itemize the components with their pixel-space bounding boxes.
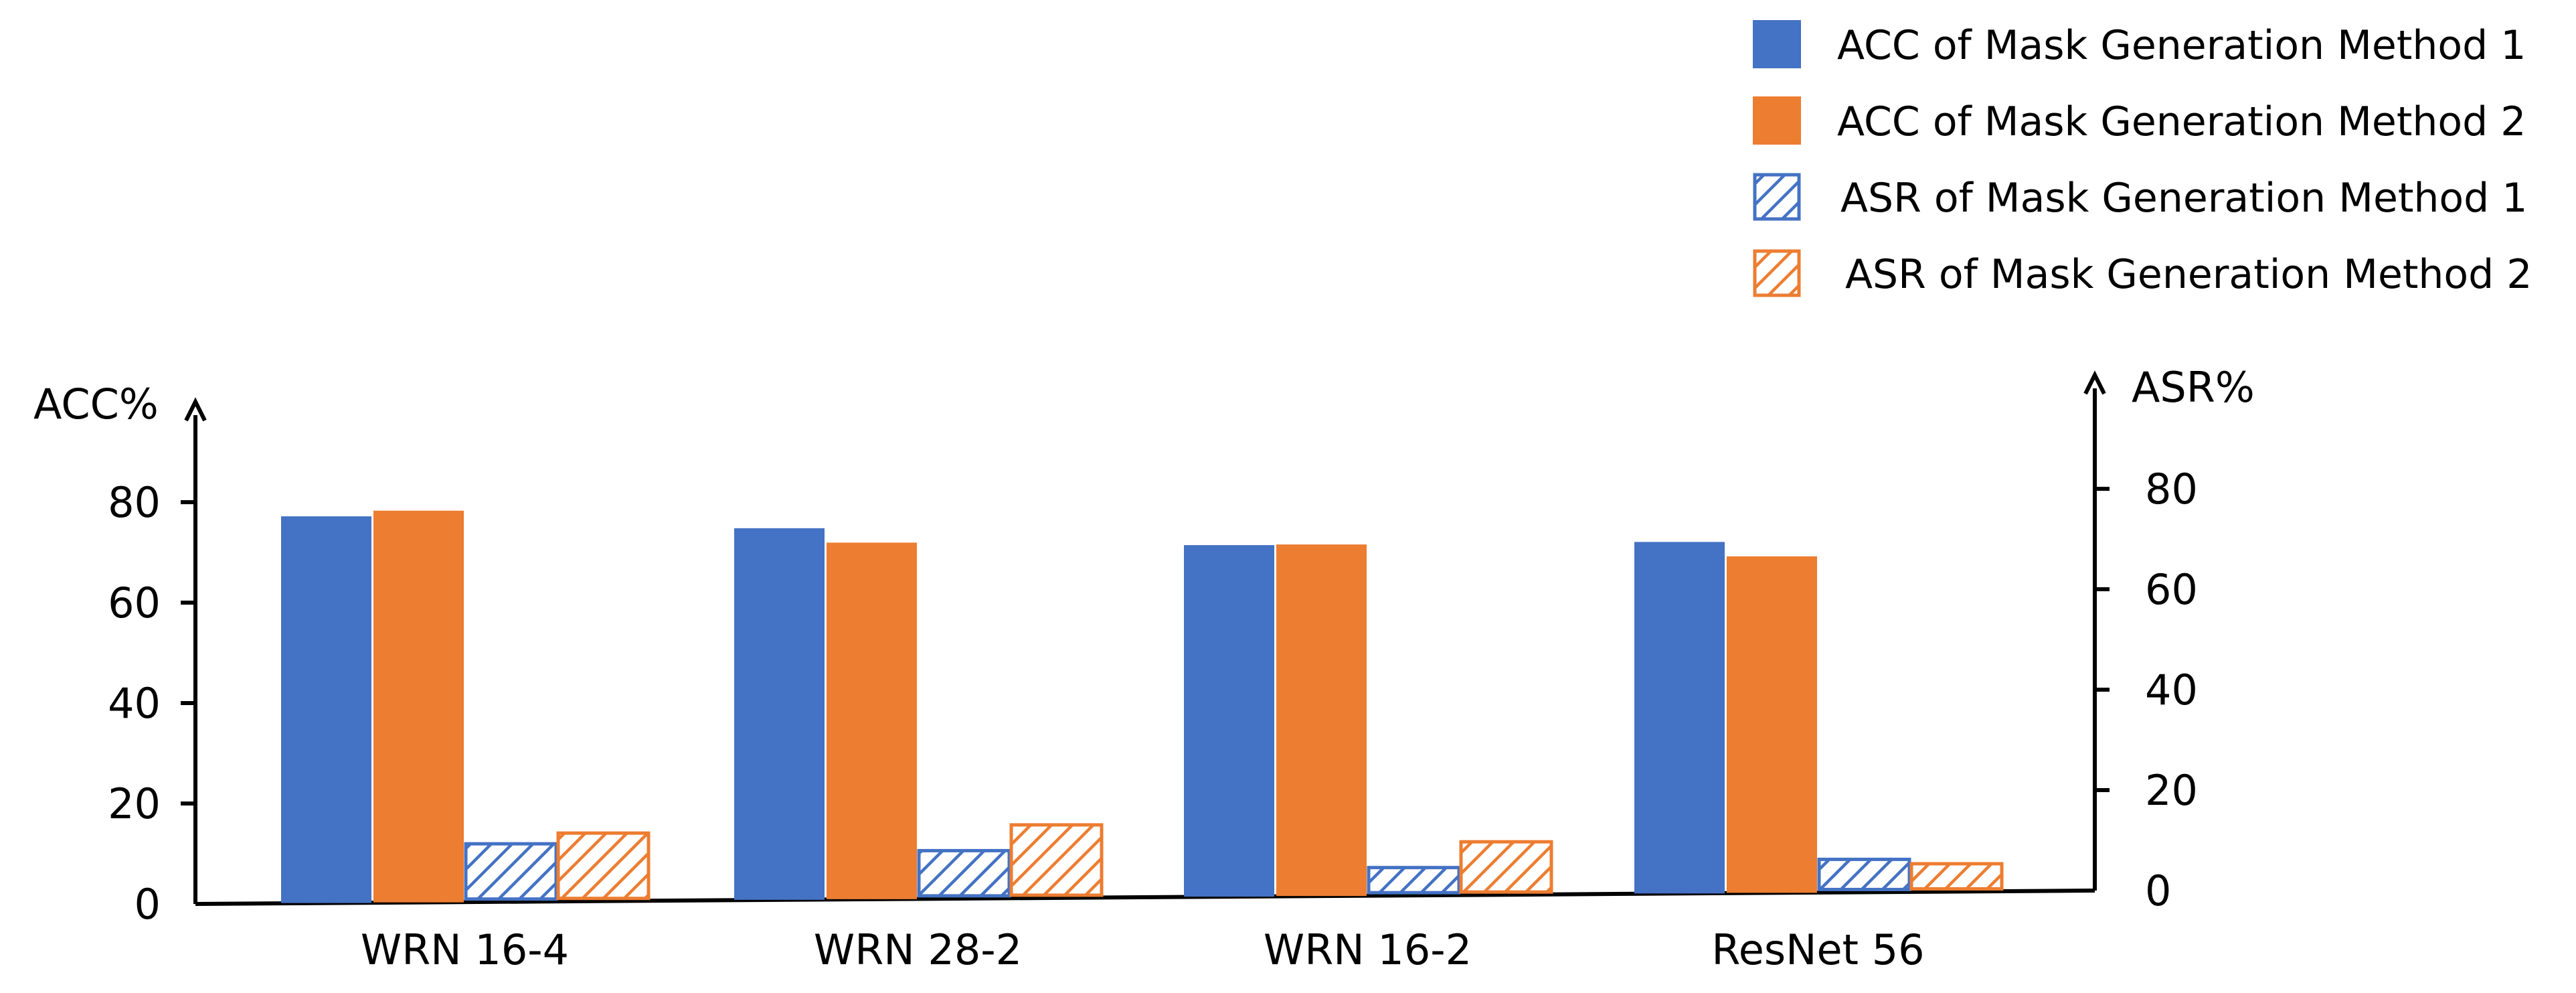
- left-tick-label: 60: [108, 579, 161, 627]
- legend-swatch-acc-of-mask-generation-method-2: [1753, 96, 1801, 145]
- left-tick-label: 40: [108, 679, 161, 728]
- legend-label-acc-of-mask-generation-method-1: ACC of Mask Generation Method 1: [1837, 22, 2526, 69]
- left-tick-label: 20: [108, 779, 161, 828]
- right-axis-arrow: [2083, 370, 2106, 395]
- bar-acc-of-mask-generation-method-1-resnet-56: [1634, 542, 1725, 894]
- left-axis-title: ACC%: [33, 380, 159, 429]
- right-tick-label: 20: [2145, 766, 2198, 815]
- category-labels: WRN 16-4 WRN 28-2 WRN 16-2 ResNet 56: [361, 925, 1925, 974]
- right-tick-label: 60: [2145, 565, 2198, 614]
- right-tick-label: 40: [2145, 666, 2198, 714]
- bar-acc-of-mask-generation-method-2-resnet-56: [1727, 556, 1817, 893]
- legend-swatch-acc-of-mask-generation-method-1: [1753, 20, 1801, 68]
- bar-acc-of-mask-generation-method-1-wrn-28-2: [734, 528, 825, 900]
- bar-acc-of-mask-generation-method-1-wrn-16-2: [1184, 545, 1274, 897]
- axes: ACC% 0 20 40 60 80 ASR% 0 20 40 60 80: [33, 363, 2255, 929]
- bar-asr-of-mask-generation-method-1-resnet-56: [1817, 857, 1911, 891]
- legend-label-asr-of-mask-generation-method-1: ASR of Mask Generation Method 1: [1840, 175, 2527, 222]
- bar-asr-of-mask-generation-method-2-wrn-28-2: [1009, 823, 1104, 897]
- right-tick-label: 80: [2145, 465, 2198, 514]
- legend-label-asr-of-mask-generation-method-2: ASR of Mask Generation Method 2: [1845, 251, 2532, 298]
- bar-asr-of-mask-generation-method-1-wrn-16-2: [1367, 866, 1461, 895]
- legend-swatch-asr-of-mask-generation-method-1: [1753, 173, 1801, 221]
- legend: ACC of Mask Generation Method 1 ACC of Ma…: [1753, 20, 2532, 298]
- legend-label-acc-of-mask-generation-method-2: ACC of Mask Generation Method 2: [1837, 98, 2526, 145]
- category-label-resnet-56: ResNet 56: [1711, 925, 1924, 974]
- legend-swatch-asr-of-mask-generation-method-2: [1753, 249, 1801, 297]
- left-tick-label: 0: [135, 880, 161, 929]
- right-tick-label: 0: [2145, 866, 2171, 915]
- category-label-wrn-28-2: WRN 28-2: [814, 925, 1022, 974]
- category-label-wrn-16-2: WRN 16-2: [1264, 925, 1472, 974]
- bar-asr-of-mask-generation-method-2-resnet-56: [1909, 862, 2004, 891]
- bars: [281, 510, 2004, 903]
- bar-acc-of-mask-generation-method-2-wrn-16-4: [373, 510, 464, 903]
- bar-asr-of-mask-generation-method-2-wrn-16-2: [1459, 840, 1553, 894]
- bar-asr-of-mask-generation-method-1-wrn-28-2: [917, 848, 1011, 898]
- bar-acc-of-mask-generation-method-2-wrn-28-2: [827, 542, 917, 899]
- left-tick-label: 80: [108, 478, 161, 527]
- bar-asr-of-mask-generation-method-1-wrn-16-4: [464, 842, 558, 901]
- right-axis-title: ASR%: [2132, 363, 2255, 412]
- bar-asr-of-mask-generation-method-2-wrn-16-4: [556, 831, 651, 901]
- bar-acc-of-mask-generation-method-2-wrn-16-2: [1276, 544, 1367, 897]
- category-label-wrn-16-4: WRN 16-4: [361, 925, 569, 974]
- bar-acc-of-mask-generation-method-1-wrn-16-4: [281, 516, 371, 903]
- left-axis-arrow: [184, 397, 207, 422]
